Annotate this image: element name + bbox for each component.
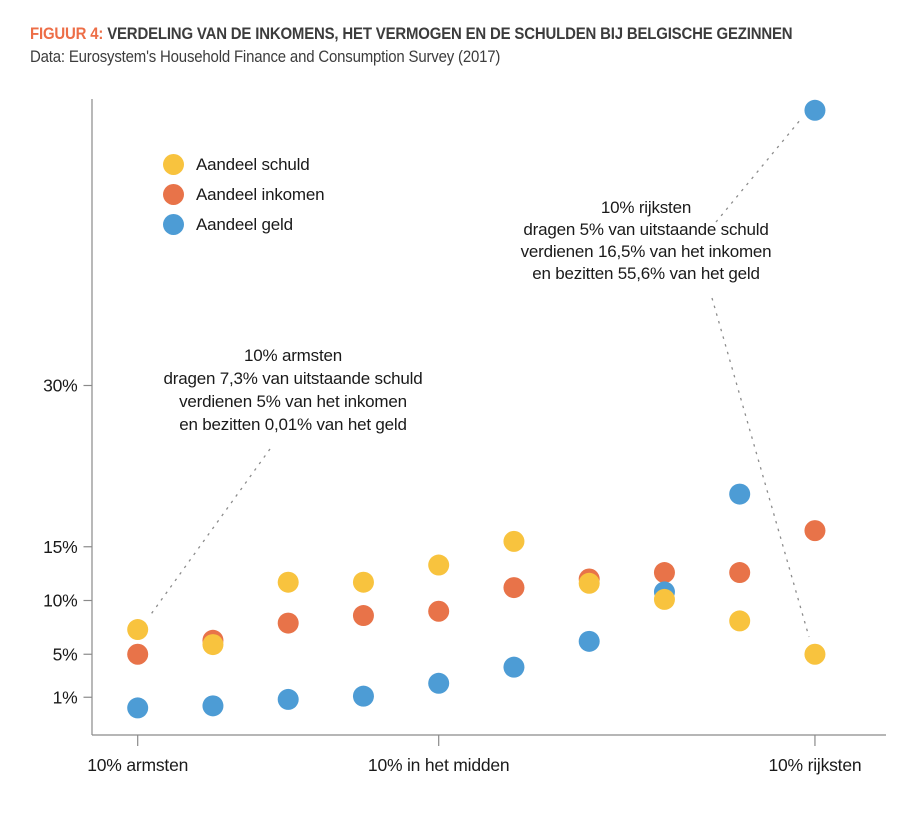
legend-label-geld: Aandeel geld <box>196 214 293 234</box>
data-point-aandeel-geld-decile-9 <box>729 483 751 505</box>
legend-dot-geld-icon <box>163 214 184 235</box>
data-point-aandeel-inkomen-decile-5 <box>428 600 450 622</box>
data-point-aandeel-schuld-decile-9 <box>729 610 751 632</box>
dashed-connector-richest-down <box>711 297 810 638</box>
x-tick-label: 10% in het midden <box>368 755 510 775</box>
data-point-aandeel-schuld-decile-10 <box>804 643 826 665</box>
legend-dot-inkomen-icon <box>163 184 184 205</box>
data-point-aandeel-schuld-decile-5 <box>428 554 450 576</box>
y-tick-label: 5% <box>53 644 78 664</box>
figure-title-line: FIGUUR 4: VERDELING VAN DE INKOMENS, HET… <box>30 23 793 45</box>
legend-item-schuld: Aandeel schuld <box>163 154 324 175</box>
data-point-aandeel-schuld-decile-4 <box>352 571 374 593</box>
figure-label: FIGUUR 4: <box>30 24 104 43</box>
data-point-aandeel-geld-decile-10 <box>804 99 826 121</box>
y-tick-label: 1% <box>53 687 78 707</box>
data-point-aandeel-geld-decile-6 <box>503 656 525 678</box>
data-point-aandeel-inkomen-decile-9 <box>729 562 751 584</box>
data-point-aandeel-schuld-decile-3 <box>277 571 299 593</box>
header: FIGUUR 4: VERDELING VAN DE INKOMENS, HET… <box>30 23 890 68</box>
legend-label-inkomen: Aandeel inkomen <box>196 184 325 204</box>
legend-label-schuld: Aandeel schuld <box>196 154 310 174</box>
data-point-aandeel-inkomen-decile-6 <box>503 577 525 599</box>
y-tick-label: 10% <box>43 591 77 611</box>
annotation-richest-line-4: en bezitten 55,6% van het geld <box>532 264 760 283</box>
data-point-aandeel-geld-decile-5 <box>428 672 450 694</box>
data-point-aandeel-inkomen-decile-3 <box>277 612 299 634</box>
figure-subtitle: Data: Eurosystem's Household Finance and… <box>30 47 501 66</box>
dashed-connector-poorest <box>148 448 271 618</box>
data-point-aandeel-inkomen-decile-10 <box>804 520 826 542</box>
annotation-poorest-line-4: en bezitten 0,01% van het geld <box>179 415 407 434</box>
x-tick-label: 10% armsten <box>87 755 188 775</box>
annotation-richest-line-2: dragen 5% van uitstaande schuld <box>523 220 769 239</box>
legend-item-inkomen: Aandeel inkomen <box>163 184 325 205</box>
data-point-aandeel-geld-decile-2 <box>202 695 224 717</box>
data-point-aandeel-geld-decile-3 <box>277 688 299 710</box>
data-point-aandeel-schuld-decile-1 <box>127 619 149 641</box>
legend-dot-schuld-icon <box>163 154 184 175</box>
data-point-aandeel-inkomen-decile-8 <box>653 562 675 584</box>
annotation-richest: 10% rijksten dragen 5% van uitstaande sc… <box>456 197 836 285</box>
annotation-richest-line-1: 10% rijksten <box>600 198 692 217</box>
annotation-poorest-line-1: 10% armsten <box>244 346 342 365</box>
annotation-poorest-line-3: verdienen 5% van het inkomen <box>179 392 407 411</box>
legend-item-geld: Aandeel geld <box>163 214 324 235</box>
annotation-richest-line-3: verdienen 16,5% van het inkomen <box>520 242 772 261</box>
annotation-poorest-line-2: dragen 7,3% van uitstaande schuld <box>163 369 423 388</box>
chart-legend: Aandeel schuld Aandeel inkomen Aandeel g… <box>163 154 325 244</box>
data-point-aandeel-schuld-decile-2 <box>202 634 224 656</box>
data-point-aandeel-schuld-decile-6 <box>503 530 525 552</box>
data-point-aandeel-schuld-decile-8 <box>653 588 675 610</box>
figure-title: VERDELING VAN DE INKOMENS, HET VERMOGEN … <box>107 24 793 43</box>
data-point-aandeel-geld-decile-1 <box>127 697 149 719</box>
x-tick-label: 10% rijksten <box>768 755 861 775</box>
y-tick-label: 30% <box>43 376 77 396</box>
y-tick-label: 15% <box>43 537 77 557</box>
data-point-aandeel-geld-decile-7 <box>578 630 600 652</box>
data-point-aandeel-schuld-decile-7 <box>578 572 600 594</box>
data-point-aandeel-inkomen-decile-4 <box>352 605 374 627</box>
data-point-aandeel-geld-decile-4 <box>352 685 374 707</box>
data-point-aandeel-inkomen-decile-1 <box>127 643 149 665</box>
annotation-poorest: 10% armsten dragen 7,3% van uitstaande s… <box>103 344 483 436</box>
